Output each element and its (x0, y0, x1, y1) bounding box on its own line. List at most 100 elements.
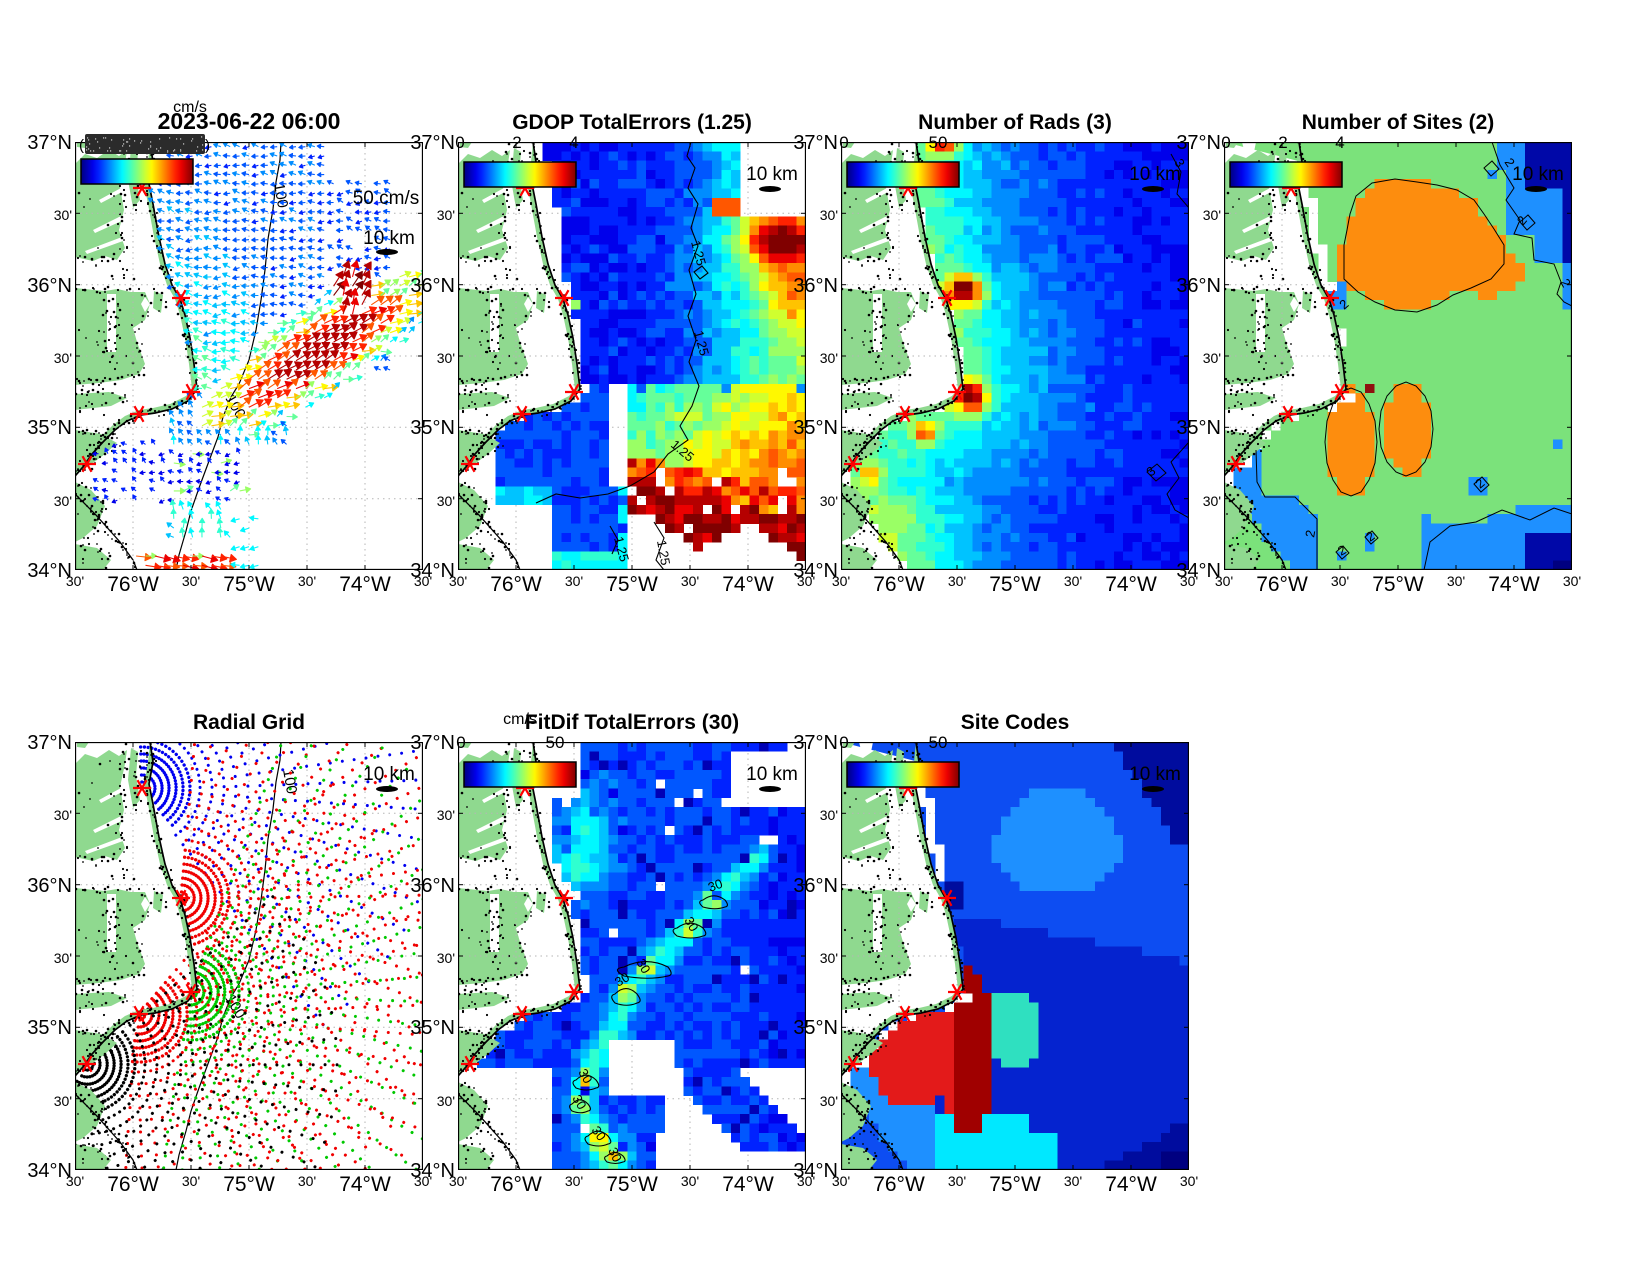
svg-text:30: 30 (605, 1145, 625, 1164)
svg-text:36°N: 36°N (1176, 275, 1221, 297)
svg-text:50: 50 (929, 133, 948, 152)
svg-text:75°W: 75°W (223, 1173, 275, 1196)
svg-text:30': 30' (820, 350, 838, 366)
svg-text:2: 2 (512, 133, 521, 152)
svg-text:30: 30 (706, 876, 725, 895)
svg-text:30': 30' (437, 350, 455, 366)
svg-text:76°W: 76°W (490, 1173, 542, 1196)
svg-text:35°N: 35°N (27, 417, 72, 439)
svg-text:30': 30' (449, 1173, 467, 1189)
svg-text:76°W: 76°W (490, 573, 542, 596)
svg-text:cm/s: cm/s (503, 711, 537, 728)
svg-text:37°N: 37°N (27, 132, 72, 154)
svg-text:30': 30' (182, 573, 200, 589)
svg-text:30': 30' (182, 1173, 200, 1189)
svg-text:50 cm/s: 50 cm/s (353, 188, 420, 209)
svg-text:50: 50 (929, 733, 948, 752)
svg-text:0: 0 (839, 133, 848, 152)
svg-text:30': 30' (948, 573, 966, 589)
svg-text:35°N: 35°N (27, 1017, 72, 1039)
svg-text:76°W: 76°W (1256, 573, 1308, 596)
svg-text:2: 2 (1278, 133, 1287, 152)
svg-text:2023-06-22 06:00: 2023-06-22 06:00 (158, 108, 341, 134)
svg-text:75°W: 75°W (223, 573, 275, 596)
svg-text:30': 30' (54, 207, 72, 223)
svg-text:76°W: 76°W (107, 573, 159, 596)
svg-text:30': 30' (832, 573, 850, 589)
svg-text:74°W: 74°W (722, 573, 774, 596)
svg-text:30': 30' (1203, 493, 1221, 509)
svg-text:30: 30 (681, 914, 701, 934)
svg-text:2: 2 (1302, 529, 1318, 539)
svg-text:(: ( (79, 137, 84, 154)
svg-text:30': 30' (1064, 573, 1082, 589)
svg-text:34°N: 34°N (793, 560, 838, 582)
svg-text:36°N: 36°N (410, 275, 455, 297)
svg-text:75°W: 75°W (606, 1173, 658, 1196)
svg-text:30': 30' (54, 1093, 72, 1109)
svg-text:30': 30' (1563, 573, 1581, 589)
svg-text:30': 30' (681, 573, 699, 589)
svg-text:36°N: 36°N (793, 875, 838, 897)
svg-text:30': 30' (437, 493, 455, 509)
svg-text:Site Codes: Site Codes (961, 711, 1070, 734)
svg-text:30': 30' (66, 573, 84, 589)
svg-text:30': 30' (437, 207, 455, 223)
svg-text:1.25: 1.25 (611, 535, 632, 563)
svg-text:FitDif TotalErrors (30): FitDif TotalErrors (30) (525, 711, 739, 734)
svg-text:75°W: 75°W (989, 573, 1041, 596)
svg-text:30: 30 (575, 1066, 595, 1086)
svg-text:30': 30' (565, 1173, 583, 1189)
svg-text:1.25: 1.25 (691, 329, 712, 357)
svg-text:75°W: 75°W (1372, 573, 1424, 596)
svg-text:30': 30' (414, 573, 432, 589)
svg-text:34°N: 34°N (1176, 560, 1221, 582)
svg-text:4: 4 (1335, 133, 1344, 152)
svg-text:0: 0 (1221, 133, 1230, 152)
svg-text:74°W: 74°W (339, 1173, 391, 1196)
svg-text:0: 0 (456, 733, 465, 752)
svg-text:37°N: 37°N (793, 132, 838, 154)
svg-text:): ) (205, 137, 210, 154)
svg-text:30': 30' (565, 573, 583, 589)
svg-text:30': 30' (832, 1173, 850, 1189)
svg-text:36°N: 36°N (410, 875, 455, 897)
svg-text:30': 30' (1447, 573, 1465, 589)
svg-text:30': 30' (437, 1093, 455, 1109)
svg-text:30': 30' (437, 807, 455, 823)
svg-text:34°N: 34°N (793, 1160, 838, 1182)
svg-text:0: 0 (455, 133, 464, 152)
svg-text:30': 30' (54, 493, 72, 509)
svg-text:Number of Sites (2): Number of Sites (2) (1302, 111, 1495, 134)
svg-text:Number of Rads (3): Number of Rads (3) (918, 111, 1112, 134)
svg-text:37°N: 37°N (410, 132, 455, 154)
svg-text:30': 30' (681, 1173, 699, 1189)
svg-text:30': 30' (54, 950, 72, 966)
svg-text:34°N: 34°N (27, 1160, 72, 1182)
svg-text:74°W: 74°W (722, 1173, 774, 1196)
svg-text:30': 30' (54, 807, 72, 823)
svg-text:GDOP TotalErrors (1.25): GDOP TotalErrors (1.25) (512, 111, 752, 134)
svg-text:1.25: 1.25 (654, 539, 673, 567)
svg-text:30': 30' (820, 207, 838, 223)
svg-text:34°N: 34°N (27, 560, 72, 582)
svg-text:36°N: 36°N (27, 875, 72, 897)
svg-text:75°W: 75°W (606, 573, 658, 596)
svg-text:30: 30 (589, 1123, 610, 1143)
svg-text:30': 30' (1064, 1173, 1082, 1189)
svg-text:74°W: 74°W (339, 573, 391, 596)
svg-text:34°N: 34°N (410, 1160, 455, 1182)
svg-text:30': 30' (820, 950, 838, 966)
svg-text:30': 30' (437, 950, 455, 966)
svg-text:30': 30' (298, 573, 316, 589)
svg-text:50: 50 (546, 733, 565, 752)
svg-text:76°W: 76°W (873, 1173, 925, 1196)
svg-text:74°W: 74°W (1105, 1173, 1157, 1196)
svg-text:100: 100 (279, 768, 300, 796)
svg-text:74°W: 74°W (1488, 573, 1540, 596)
svg-text:75°W: 75°W (989, 1173, 1041, 1196)
svg-text:76°W: 76°W (873, 573, 925, 596)
svg-text:30': 30' (298, 1173, 316, 1189)
svg-text:0: 0 (839, 733, 848, 752)
svg-text:30': 30' (797, 1173, 815, 1189)
